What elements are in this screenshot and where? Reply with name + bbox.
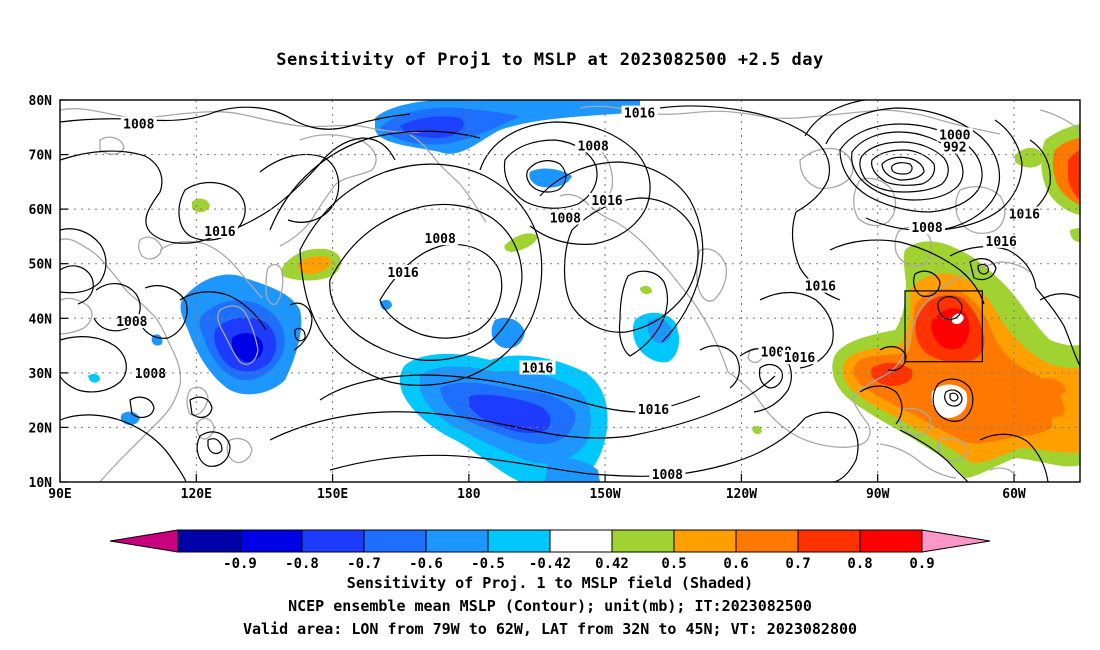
lat-label: 50N	[29, 258, 53, 273]
lon-label: 150E	[317, 487, 348, 502]
map-title: Sensitivity of Proj1 to MSLP at 20230825…	[276, 50, 824, 70]
colorbar-segment	[425, 529, 489, 553]
contour-label: 1016	[591, 194, 622, 209]
contour-label-bg	[1006, 206, 1043, 221]
contour-label-bg	[802, 278, 839, 293]
contour-label-bg	[589, 192, 626, 207]
lat-label: 60N	[29, 203, 53, 218]
contour-label-bg	[201, 224, 238, 239]
contour-label: 1016	[204, 225, 235, 240]
contour-label-bg	[120, 116, 157, 131]
longitude-labels: 90E 120E 150E 180 150W 120W 90W 60W	[48, 487, 1026, 502]
contour-label: 1016	[638, 403, 669, 418]
contour-label: 992	[943, 140, 966, 155]
contour-label: 1016	[624, 107, 655, 122]
map-frame	[59, 99, 1081, 483]
contour-label: 1016	[784, 351, 815, 366]
colorbar-segment	[673, 529, 737, 553]
contour-label-bg	[940, 139, 969, 154]
colorbar-label: 0.6	[723, 556, 748, 572]
contour-label: 1016	[1009, 208, 1040, 223]
valid-area-box	[904, 290, 983, 363]
colorbar-segment	[239, 529, 303, 553]
mslp-contours	[60, 100, 1080, 482]
colorbar-label: 0.5	[661, 556, 686, 572]
colorbar-label: 0.9	[909, 556, 934, 572]
colorbar-segment	[363, 529, 427, 553]
contour-label: 1008	[578, 139, 609, 154]
contour-label-bg	[132, 365, 169, 380]
contour-label-bg	[635, 401, 672, 416]
colorbar-label: 0.7	[785, 556, 810, 572]
contour-label-bg	[547, 210, 584, 225]
colorbar-low-extension	[109, 529, 179, 553]
lon-label: 150W	[589, 487, 620, 502]
contour-label: 1008	[911, 221, 942, 236]
lat-label: 70N	[29, 149, 53, 164]
colorbar-segment	[797, 529, 861, 553]
lat-label: 80N	[29, 94, 53, 109]
lon-label: 120W	[726, 487, 757, 502]
colorbar: -0.9 -0.8 -0.7 -0.6 -0.5 -0.42 0.42 0.5 0.6 0.7 0.…	[109, 529, 991, 572]
colorbar-high-extension	[921, 529, 991, 553]
caption-line-1: Sensitivity of Proj. 1 to MSLP field (Sh…	[346, 574, 754, 592]
lon-label: 180	[457, 487, 481, 502]
colorbar-segment	[487, 529, 551, 553]
colorbar-label: 0.42	[595, 556, 629, 572]
lat-label: 20N	[29, 421, 53, 436]
colorbar-segment	[549, 529, 613, 553]
contour-label-bg	[621, 105, 658, 120]
contour-label: 1008	[123, 118, 154, 133]
lat-label: 10N	[29, 476, 53, 491]
lon-label: 90W	[866, 487, 890, 502]
colorbar-label: -0.8	[285, 556, 319, 572]
contour-label-bg	[113, 314, 150, 329]
contour-label-bg	[575, 138, 612, 153]
contour-label-bg	[649, 466, 686, 481]
caption-line-2: NCEP ensemble mean MSLP (Contour); unit(…	[288, 597, 812, 615]
contour-label: 1008	[652, 468, 683, 483]
sensitivity-shading	[88, 100, 1080, 482]
contour-label: 1016	[387, 266, 418, 281]
lat-label: 30N	[29, 367, 53, 382]
colorbar-label: -0.7	[347, 556, 381, 572]
colorbar-label: -0.5	[471, 556, 505, 572]
colorbar-label: -0.9	[223, 556, 257, 572]
contour-label: 1016	[805, 280, 836, 295]
contour-label-bg	[422, 231, 459, 246]
colorbar-segment	[611, 529, 675, 553]
axis-ticks	[59, 99, 1015, 483]
contour-label: 1008	[425, 232, 456, 247]
contour-label-bg	[983, 233, 1020, 248]
contour-label: 1008	[135, 367, 166, 382]
contour-label-bg	[909, 220, 945, 235]
lon-label: 60W	[1002, 487, 1026, 502]
contour-label-bg	[936, 127, 973, 142]
contour-label: 1016	[522, 361, 553, 376]
contour-label-bg	[519, 360, 556, 375]
colorbar-segment	[735, 529, 799, 553]
lat-label: 40N	[29, 312, 53, 327]
colorbar-label: 0.8	[847, 556, 872, 572]
lon-label: 120E	[181, 487, 212, 502]
colorbar-label: -0.42	[529, 556, 571, 572]
contour-label: 1008	[550, 211, 581, 226]
colorbar-segment	[859, 529, 923, 553]
contour-label: 1008	[116, 315, 147, 330]
caption-line-3: Valid area: LON from 79W to 62W, LAT fro…	[242, 620, 858, 638]
colorbar-segment	[301, 529, 365, 553]
colorbar-label: -0.6	[409, 556, 443, 572]
colorbar-segment	[177, 529, 241, 553]
lat-lon-grid	[60, 100, 1080, 482]
contour-label-bg	[781, 350, 818, 365]
lon-label: 90E	[48, 487, 71, 502]
latitude-labels: 80N 70N 60N 50N 40N 30N 20N 10N	[29, 94, 53, 491]
contour-label-bg	[385, 264, 422, 279]
contour-label: 1016	[986, 235, 1017, 250]
